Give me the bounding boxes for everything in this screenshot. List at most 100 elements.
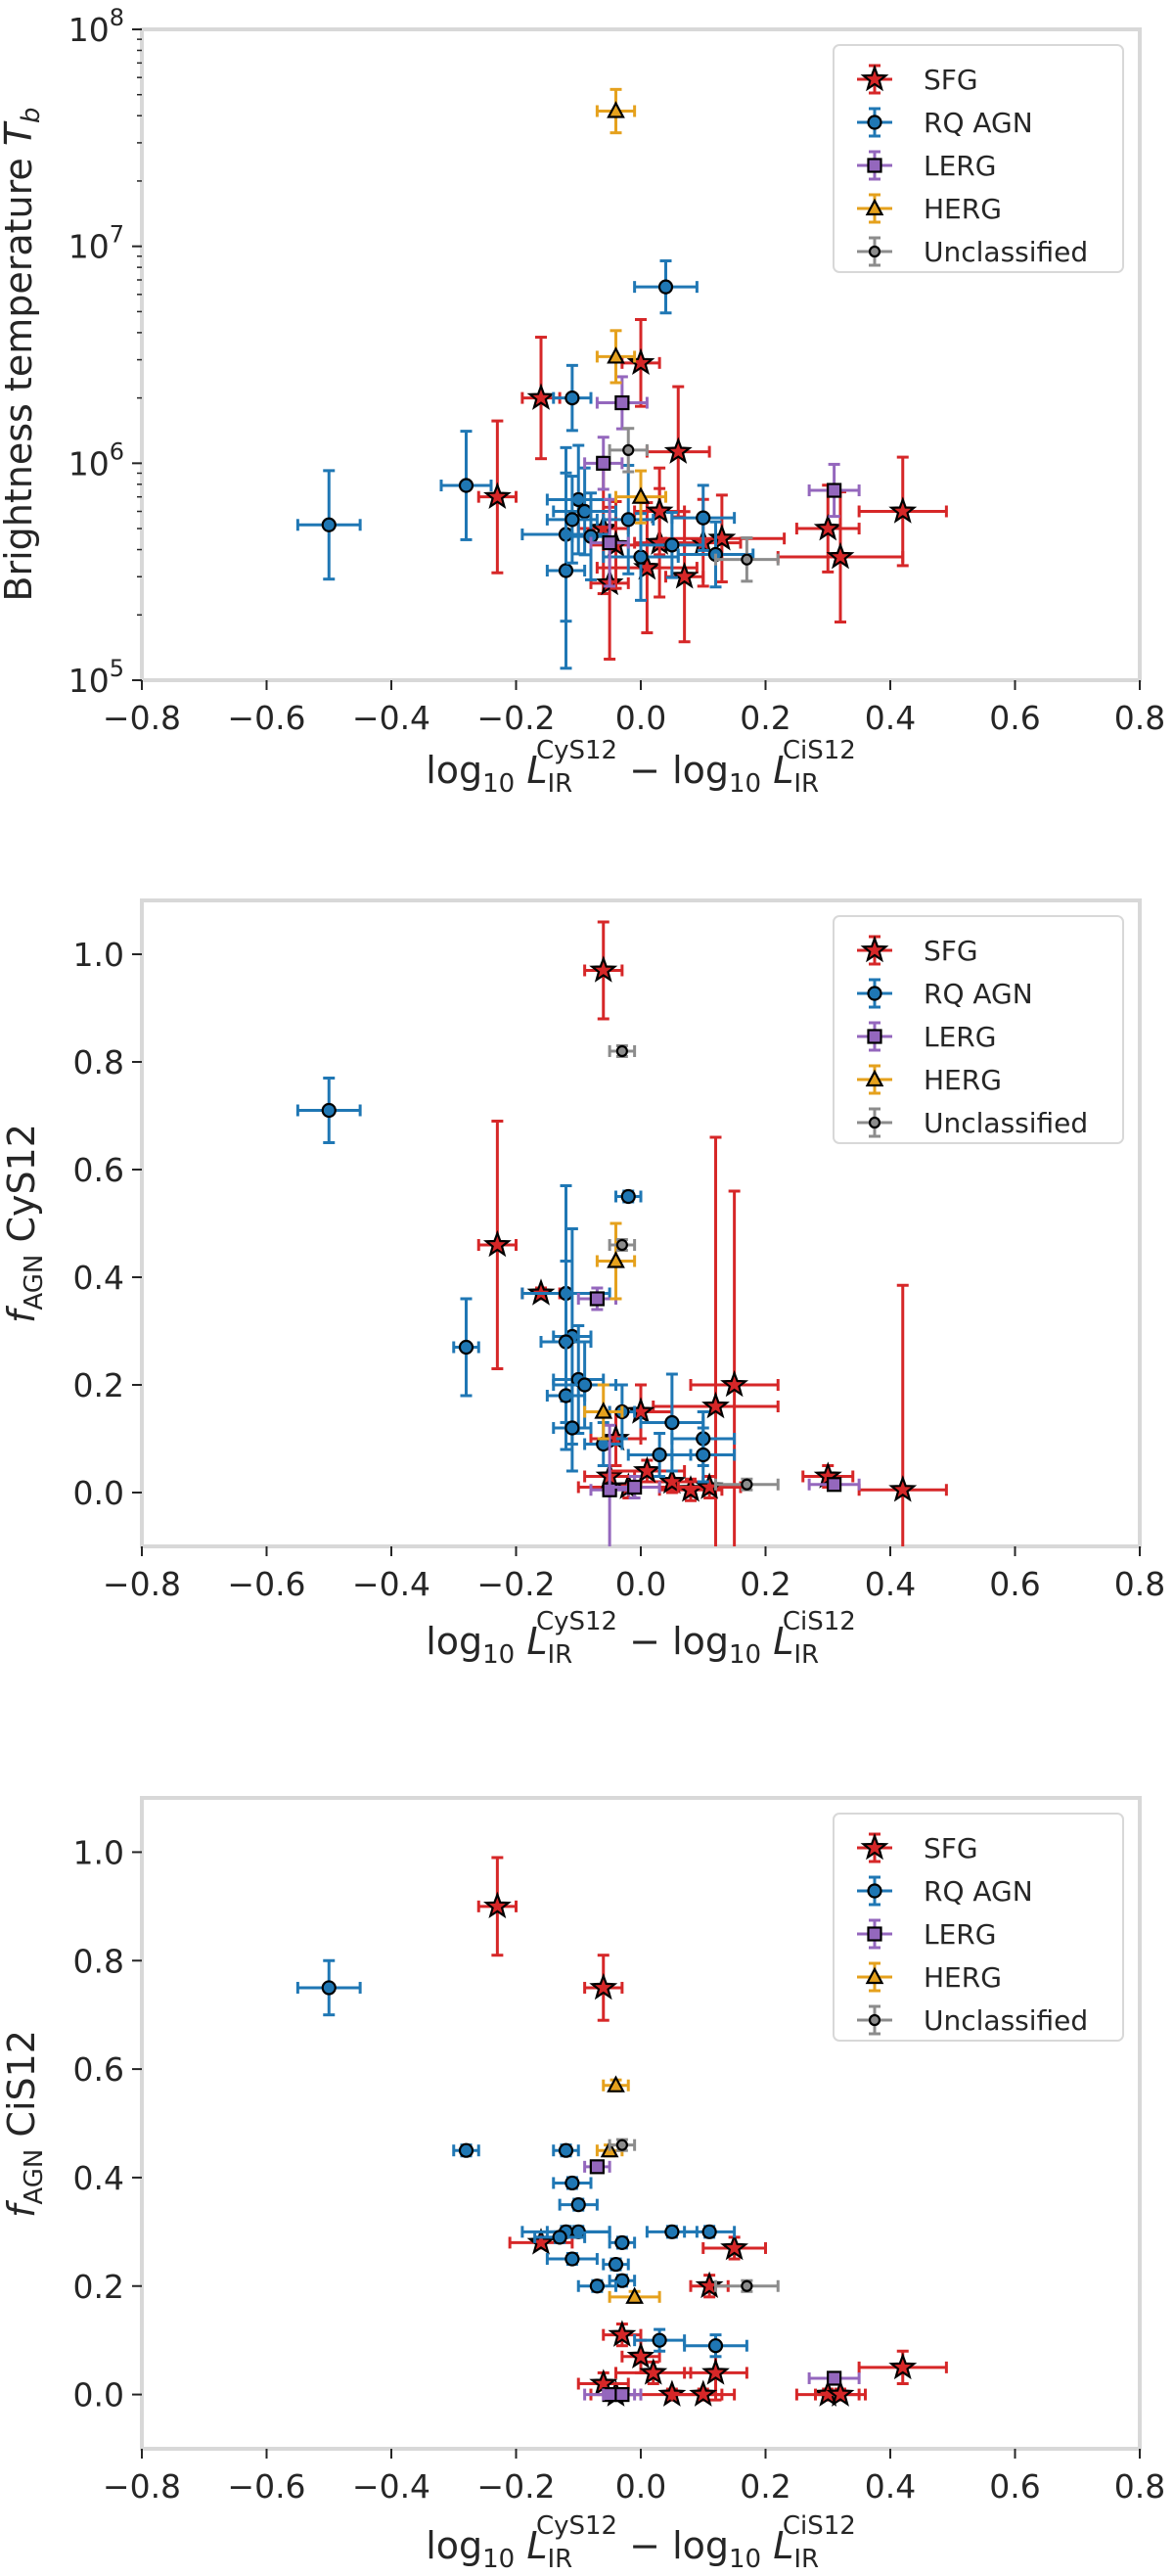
marker-rq-agn <box>321 517 337 532</box>
y-tick-label: 1.0 <box>73 1833 124 1871</box>
data-point-herg <box>595 329 637 385</box>
legend-entry: LERG <box>857 1021 996 1053</box>
marker-unclassified <box>741 2279 753 2292</box>
data-point-lerg <box>589 497 630 588</box>
marker-rq-agn <box>614 2234 630 2251</box>
marker-rq-agn <box>321 1102 337 1119</box>
data-point-lerg <box>583 2159 611 2175</box>
legend-entry: SFG <box>857 935 978 967</box>
y-tick-label: 0.2 <box>73 1366 124 1404</box>
marker-sfg <box>608 2320 637 2347</box>
marker-lerg <box>614 2386 630 2403</box>
data-point-sfg <box>614 2358 693 2385</box>
marker-sfg <box>707 524 737 551</box>
legend-marker <box>865 1966 884 1985</box>
marker-unclassified <box>615 1238 628 1252</box>
marker-sfg <box>589 1972 618 2001</box>
data-point-herg <box>614 469 667 525</box>
data-point-sfg <box>645 385 711 519</box>
y-tick-label: 108 <box>68 4 124 49</box>
panel-3-points <box>295 1856 948 2407</box>
panel-2-points <box>295 920 948 1546</box>
legend-label: RQ AGN <box>924 1875 1033 1908</box>
marker-rq-agn <box>652 1447 667 1463</box>
panel-fagn-cys12: −0.8 −0.6 −0.4 −0.2 0.0 0.2 0.4 0.6 0.8 0.00.20.… <box>0 898 1165 1670</box>
y-tick-label: 0.4 <box>73 2159 124 2197</box>
marker-herg <box>594 1402 613 1419</box>
data-point-sfg <box>689 2271 730 2299</box>
marker-herg <box>607 1251 625 1268</box>
data-point-rq-agn <box>626 1432 693 1478</box>
panel-3-x-ticks: −0.8 −0.6 −0.4 −0.2 0.0 0.2 0.4 0.6 0.8 <box>103 2449 1165 2506</box>
data-point-rq-agn <box>608 2273 637 2288</box>
x-tick-label: 0.8 <box>1114 699 1165 737</box>
legend-marker <box>860 935 889 963</box>
legend-marker <box>860 1832 889 1861</box>
x-tick-label: −0.4 <box>352 1565 430 1603</box>
data-point-sfg <box>476 419 518 575</box>
marker-rq-agn <box>570 491 586 508</box>
legend-entry: Unclassified <box>857 236 1088 268</box>
x-tick-label: −0.4 <box>352 2467 430 2506</box>
marker-rq-agn <box>589 2278 605 2294</box>
legend-marker <box>865 1069 884 1087</box>
marker-rq-agn <box>564 512 580 528</box>
data-point-rq-agn <box>545 471 587 670</box>
marker-rq-agn <box>620 512 636 528</box>
marker-sfg <box>695 2271 724 2299</box>
x-tick-label: 0.4 <box>865 2467 916 2506</box>
marker-unclassified <box>615 2139 628 2151</box>
marker-sfg <box>689 2379 718 2407</box>
marker-rq-agn <box>570 2197 586 2213</box>
data-point-sfg <box>701 2232 767 2261</box>
data-point-unclassified <box>714 2278 780 2293</box>
data-point-sfg <box>652 1135 780 1546</box>
data-point-rq-agn <box>683 2224 737 2239</box>
panel-1-points <box>295 87 948 670</box>
marker-unclassified <box>615 1044 628 1058</box>
marker-sfg <box>645 496 674 524</box>
y-tick-label: 0.8 <box>73 1043 124 1081</box>
marker-rq-agn <box>696 1447 711 1463</box>
legend-marker <box>860 64 889 92</box>
legend-entry: SFG <box>857 1832 978 1864</box>
panel-3-y-label: fAGN CiS12 <box>0 2030 49 2218</box>
legend-entry: Unclassified <box>857 1107 1088 1139</box>
y-tick-label: 1.0 <box>73 936 124 974</box>
data-point-unclassified <box>608 1238 637 1252</box>
x-tick-label: −0.6 <box>227 699 305 737</box>
data-point-sfg <box>857 2349 948 2385</box>
x-tick-label: 0.6 <box>989 1565 1040 1603</box>
marker-herg <box>631 486 651 504</box>
marker-sfg <box>483 1891 512 1919</box>
data-point-sfg <box>857 455 948 568</box>
marker-rq-agn <box>707 2338 724 2354</box>
legend-label: HERG <box>924 1961 1002 1994</box>
marker-sfg <box>701 1391 730 1419</box>
marker-rq-agn <box>608 2256 624 2273</box>
x-tick-label: 0.0 <box>615 699 666 737</box>
marker-rq-agn <box>696 510 711 526</box>
legend-entry: HERG <box>857 1064 1002 1096</box>
marker-rq-agn <box>458 1339 474 1356</box>
x-tick-label: −0.2 <box>476 699 555 737</box>
data-point-rq-agn <box>602 2256 630 2273</box>
y-tick-label: 0.0 <box>73 1474 124 1512</box>
data-point-lerg <box>807 462 861 519</box>
x-tick-label: 0.2 <box>740 2467 790 2506</box>
data-point-rq-agn <box>633 2327 687 2353</box>
legend-label: HERG <box>924 1064 1002 1096</box>
marker-lerg <box>589 2159 605 2175</box>
panel-2-y-ticks: 0.0 0.2 0.4 0.6 0.8 1.0 <box>73 936 142 1512</box>
legend-label: RQ AGN <box>924 978 1033 1010</box>
marker-rq-agn <box>552 2230 567 2245</box>
marker-sfg <box>826 2379 855 2407</box>
legend-label: SFG <box>924 64 978 96</box>
data-point-sfg <box>583 920 624 1021</box>
marker-rq-agn <box>577 1377 593 1393</box>
panel-fagn-cis12: −0.8 −0.6 −0.4 −0.2 0.0 0.2 0.4 0.6 0.8 0.00.20.… <box>0 1796 1165 2574</box>
legend-marker <box>867 1883 882 1899</box>
marker-lerg <box>627 1479 643 1495</box>
marker-rq-agn <box>558 2142 574 2158</box>
marker-rq-agn <box>664 1414 680 1431</box>
